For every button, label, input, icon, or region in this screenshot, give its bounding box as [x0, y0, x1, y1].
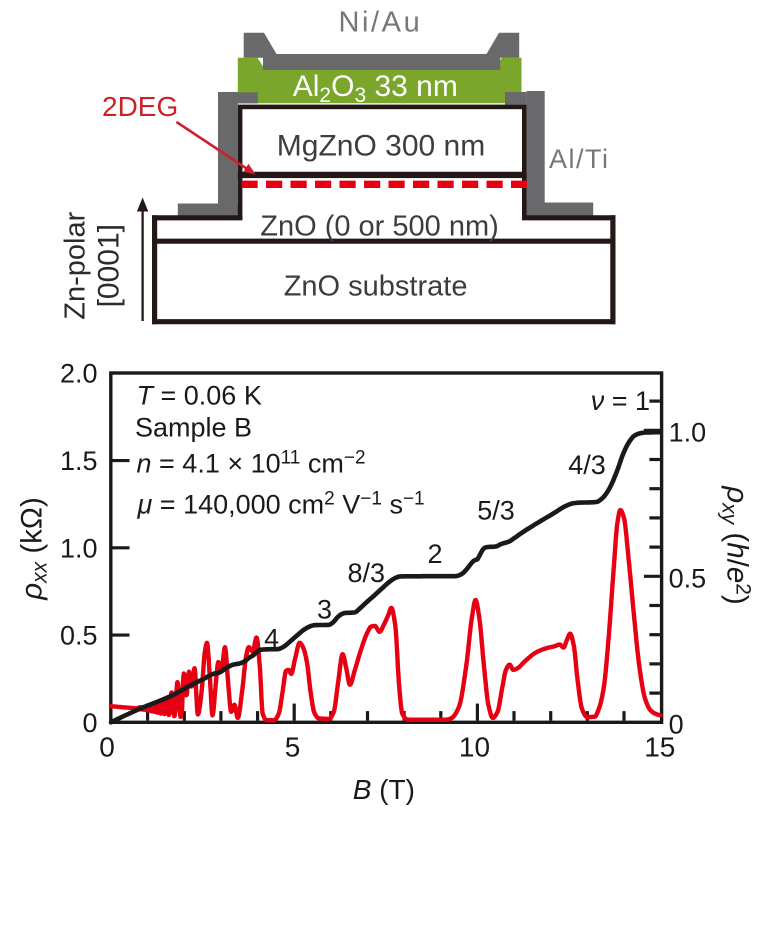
svg-text:2: 2: [427, 539, 442, 569]
svg-text:ZnO (0 or 500 nm): ZnO (0 or 500 nm): [260, 210, 499, 242]
svg-text:Ni/Au: Ni/Au: [338, 7, 422, 39]
svg-text:10: 10: [459, 732, 490, 763]
svg-text:2DEG: 2DEG: [102, 91, 178, 122]
svg-text:1.0: 1.0: [669, 417, 707, 447]
svg-text:1.0: 1.0: [60, 533, 98, 563]
svg-text:Al2O3 33 nm: Al2O3 33 nm: [293, 70, 458, 107]
svg-text:B (T): B (T): [353, 774, 415, 805]
svg-text:4: 4: [264, 624, 279, 654]
svg-text:3: 3: [317, 595, 332, 625]
svg-text:4/3: 4/3: [568, 450, 606, 480]
svg-text:Al/Ti: Al/Ti: [549, 144, 610, 174]
svg-text:1.5: 1.5: [60, 446, 98, 476]
svg-text:8/3: 8/3: [348, 558, 386, 588]
svg-text:0: 0: [82, 708, 97, 738]
svg-text:0: 0: [99, 732, 115, 763]
svg-text:Zn-polar: Zn-polar: [60, 211, 92, 319]
svg-text:Sample B: Sample B: [135, 413, 252, 443]
svg-text:MgZnO 300 nm: MgZnO 300 nm: [277, 130, 485, 163]
svg-text:5/3: 5/3: [477, 496, 515, 526]
svg-text:[0001]: [0001]: [93, 224, 126, 307]
svg-text:n = 4.1 × 1011 cm−2: n = 4.1 × 1011 cm−2: [137, 447, 366, 478]
svg-text:2.0: 2.0: [60, 359, 98, 389]
svg-text:0: 0: [669, 709, 684, 739]
svg-text:0.5: 0.5: [669, 563, 707, 593]
svg-text:μ = 140,000 cm2 V−1 s−1: μ = 140,000 cm2 V−1 s−1: [137, 488, 425, 519]
svg-text:15: 15: [644, 732, 675, 763]
svg-text:ν = 1: ν = 1: [591, 386, 650, 416]
svg-text:T = 0.06 K: T = 0.06 K: [137, 381, 262, 411]
svg-text:5: 5: [285, 732, 301, 763]
svg-text:ρxx (kΩ): ρxx (kΩ): [16, 497, 52, 601]
svg-text:ρxy (h/e2): ρxy (h/e2): [718, 485, 755, 605]
svg-text:0.5: 0.5: [60, 621, 98, 651]
svg-text:ZnO substrate: ZnO substrate: [284, 271, 468, 303]
